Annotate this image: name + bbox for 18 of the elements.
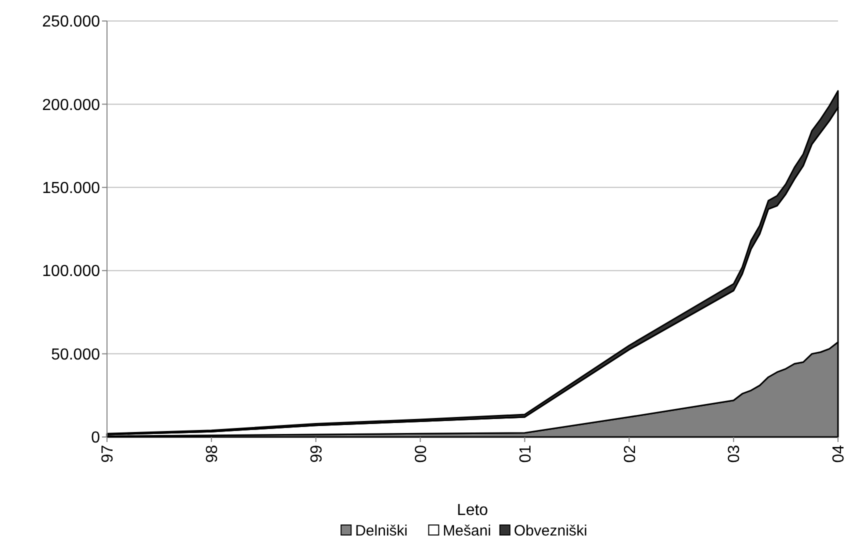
y-tick-label: 150.000 bbox=[42, 180, 100, 197]
x-tick-label: 98 bbox=[204, 444, 222, 463]
x-tick-label: 97 bbox=[100, 444, 117, 463]
legend-label: Mešani bbox=[442, 522, 492, 540]
x-tick-label: 00 bbox=[412, 444, 430, 463]
x-tick-label: 04 bbox=[830, 444, 845, 463]
x-tick-label: 03 bbox=[726, 444, 744, 463]
x-tick-label: 99 bbox=[308, 444, 326, 463]
y-tick-label: 0 bbox=[91, 430, 100, 447]
x-tick-label: 01 bbox=[517, 444, 534, 463]
x-tick-label: 02 bbox=[622, 444, 639, 463]
legend-label: Delniški bbox=[355, 522, 408, 540]
legend-label: Obvezniški bbox=[514, 522, 588, 540]
y-tick-label: 200.000 bbox=[42, 96, 100, 114]
y-tick-label: 250.000 bbox=[42, 14, 100, 31]
y-tick-label: 50.000 bbox=[51, 346, 100, 364]
y-tick-label: 100.000 bbox=[42, 263, 100, 280]
x-axis-title: Leto bbox=[456, 502, 488, 519]
